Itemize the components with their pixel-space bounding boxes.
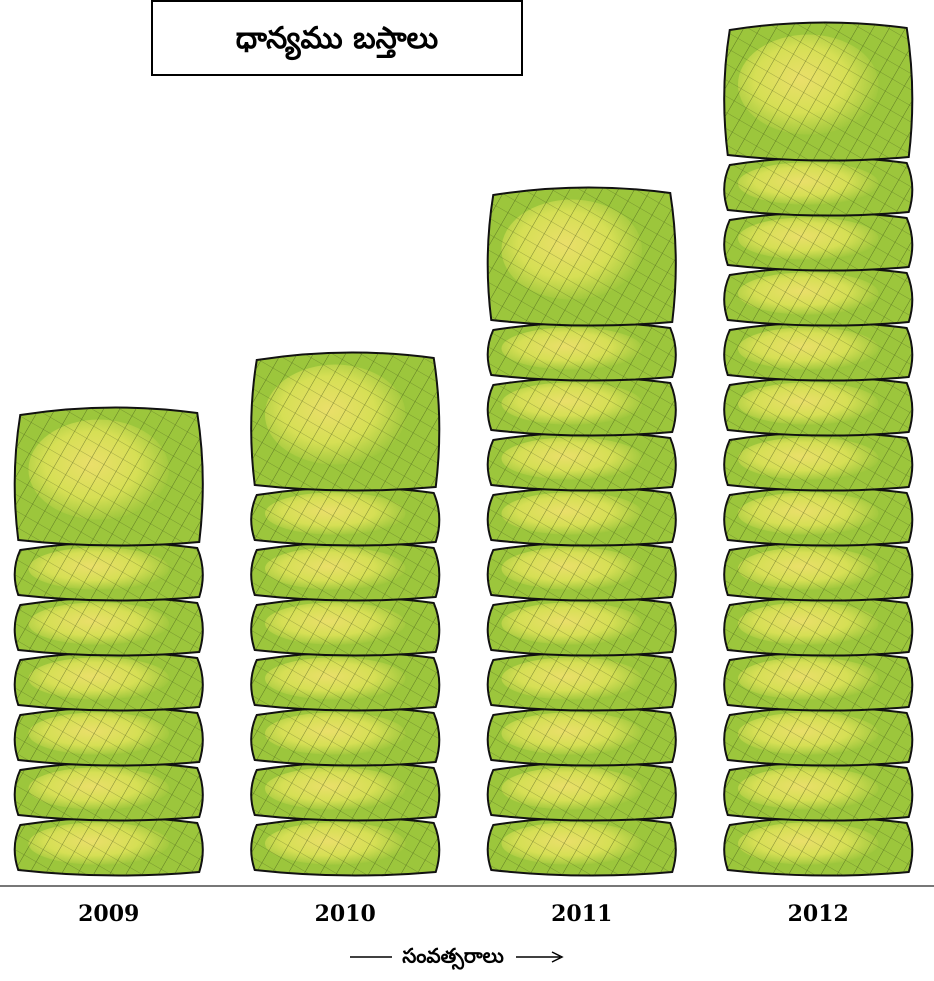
- bag-net: [251, 707, 440, 766]
- bag-net: [14, 817, 203, 876]
- bag-net: [724, 377, 913, 436]
- bag-net: [487, 817, 676, 876]
- bag-net: [724, 597, 913, 656]
- bag-net: [724, 542, 913, 601]
- bag-net: [724, 762, 913, 821]
- bag-net: [14, 707, 203, 766]
- bag-net: [251, 817, 440, 876]
- bag-net: [724, 817, 913, 876]
- bag-net: [487, 487, 676, 546]
- bag-net: [724, 487, 913, 546]
- x-tick-label: 2009: [78, 901, 139, 927]
- x-tick-label: 2012: [788, 901, 849, 927]
- bag-net: [487, 542, 676, 601]
- bag-net: [724, 707, 913, 766]
- title-box: [151, 0, 523, 76]
- bag-net: [487, 322, 676, 381]
- bag-net: [251, 652, 440, 711]
- bag-net: [487, 707, 676, 766]
- bag-net: [14, 542, 203, 601]
- bag-net: [14, 762, 203, 821]
- bag-net: [251, 352, 440, 491]
- bag-net: [724, 267, 913, 326]
- x-tick-label: 2011: [551, 901, 612, 927]
- bag-net: [14, 597, 203, 656]
- bag-net: [251, 542, 440, 601]
- bag-net: [251, 762, 440, 821]
- bag-net: [487, 597, 676, 656]
- bag-net: [724, 432, 913, 491]
- bag-net: [724, 22, 913, 161]
- bag-net: [724, 212, 913, 271]
- x-axis-label: సంవత్సరాలు: [402, 944, 504, 971]
- x-tick-label: 2010: [315, 901, 376, 927]
- chart-title: ధాన్యము బస్తాలు: [236, 21, 438, 61]
- bag-net: [251, 487, 440, 546]
- axis-arrow-head: [551, 951, 564, 963]
- bag-stack: [723, 21, 914, 877]
- bag-net: [251, 597, 440, 656]
- bag-net: [724, 322, 913, 381]
- bag-net: [724, 652, 913, 711]
- bag-net: [14, 652, 203, 711]
- bag-net: [487, 432, 676, 491]
- bag-stack: [486, 186, 677, 877]
- bag-net: [487, 377, 676, 436]
- bag-net: [487, 762, 676, 821]
- bag-net: [487, 652, 676, 711]
- bag-net: [724, 157, 913, 216]
- bag-stack: [250, 351, 441, 877]
- bag-stack: [13, 406, 204, 877]
- bag-net: [487, 187, 676, 326]
- bag-net: [14, 407, 203, 546]
